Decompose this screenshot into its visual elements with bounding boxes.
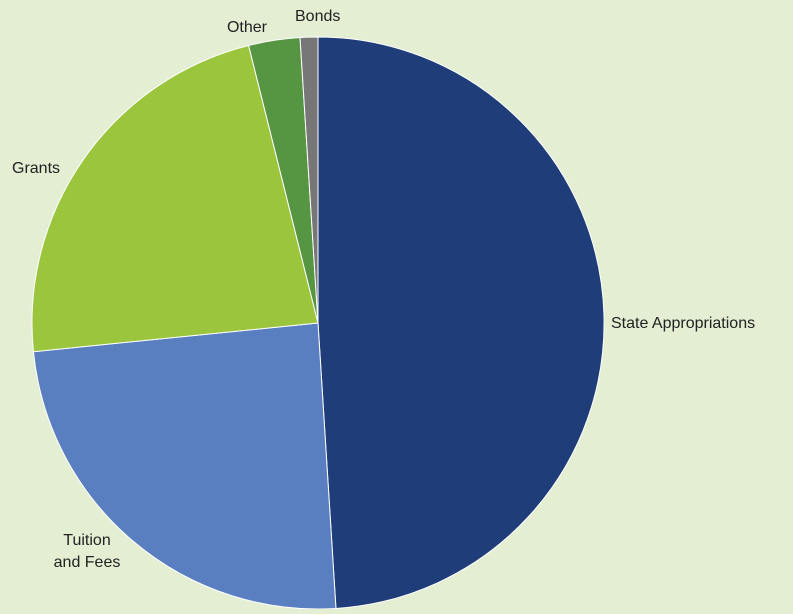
pie-slice-state-appropriations <box>317 36 605 609</box>
slice-label-grants: Grants <box>12 160 60 177</box>
pie-slice-bonds <box>299 36 319 324</box>
slice-label-tuition-and-fees: Tuition and Fees <box>54 532 121 571</box>
slice-label-state-appropriations: State Appropriations <box>611 315 755 332</box>
pie-slice-grants <box>31 44 319 353</box>
pie-slice-tuition-and-fees <box>32 322 337 610</box>
slice-label-other: Other <box>227 19 268 36</box>
slice-label-bonds: Bonds <box>295 8 340 25</box>
